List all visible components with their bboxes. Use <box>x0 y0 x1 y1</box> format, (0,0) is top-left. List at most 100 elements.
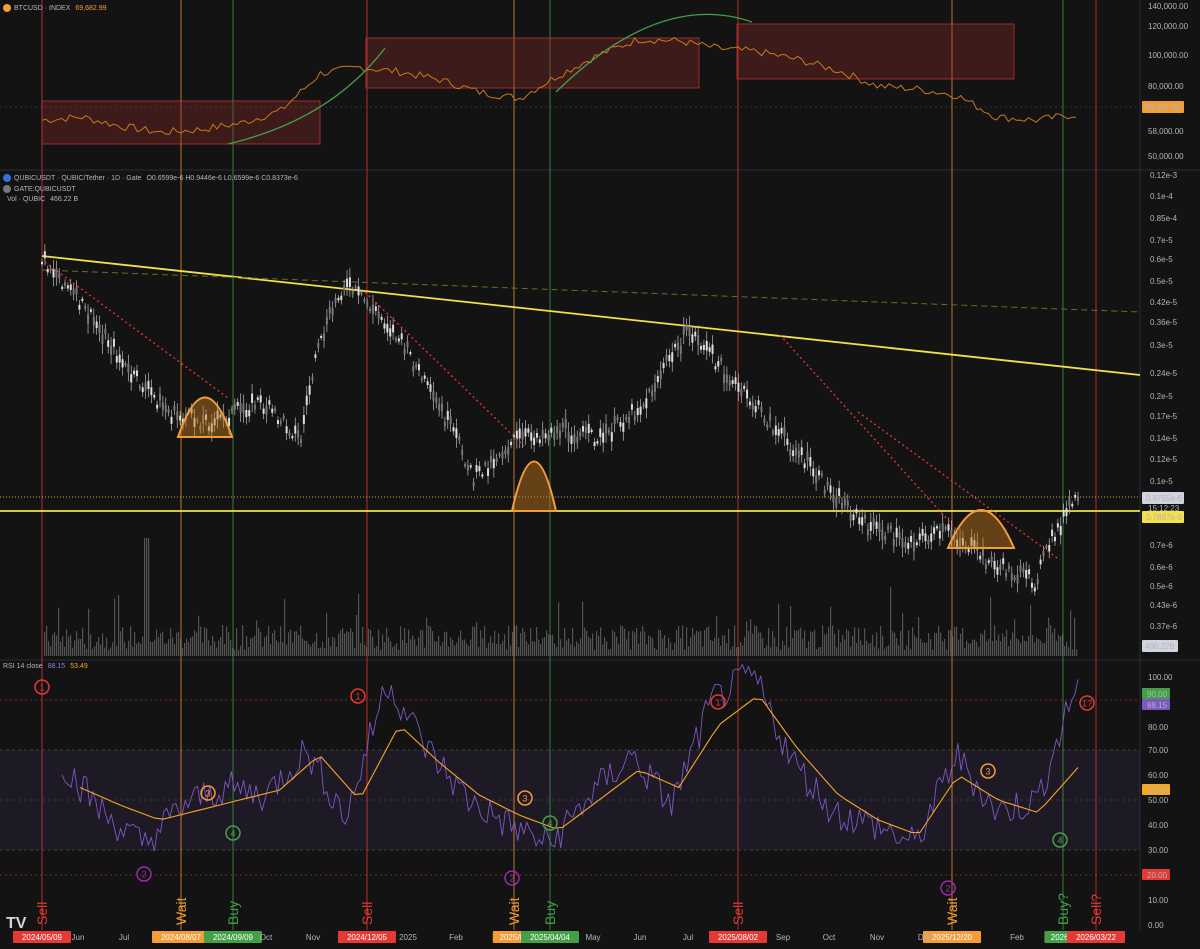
volume-bar <box>414 639 416 656</box>
price-candle-body <box>616 417 619 421</box>
price-tick-17: 0.6e-6 <box>1150 563 1173 572</box>
price-candle-body <box>676 342 679 350</box>
volume-bar <box>368 628 370 656</box>
volume-bar <box>1052 632 1054 656</box>
volume-bar <box>134 632 136 656</box>
price-candle-body <box>567 432 570 443</box>
rsi-90-tag <box>1142 688 1170 699</box>
volume-bar <box>908 630 910 656</box>
volume-bar <box>612 630 614 656</box>
volume-bar <box>854 627 856 656</box>
price-candle-body <box>432 391 435 401</box>
signal-date-2: 2024/08/07 <box>161 933 202 942</box>
compare-legend[interactable]: GATE:QUBICUSDT <box>3 185 76 193</box>
volume-bar <box>222 625 224 656</box>
price-candle-body <box>1025 569 1028 579</box>
volume-bar <box>664 635 666 656</box>
volume-bar <box>202 642 204 656</box>
price-candle-body <box>242 403 245 414</box>
volume-bar <box>374 647 376 656</box>
volume-bar <box>430 626 432 656</box>
volume-bar <box>496 643 498 656</box>
price-tick-15: 0.1e-5 <box>1150 477 1173 486</box>
price-candle-body <box>780 427 783 434</box>
price-candle-body <box>892 539 895 547</box>
volume-bar <box>892 631 894 656</box>
price-candle-body <box>771 431 774 434</box>
volume-bar <box>984 629 986 656</box>
price-candle-body <box>970 537 973 546</box>
price-candle-body <box>679 345 682 354</box>
volume-bar <box>872 634 874 656</box>
btc-tick-2: 120,000.00 <box>1148 22 1189 31</box>
volume-bar <box>350 628 352 656</box>
volume-bar <box>136 643 138 656</box>
volume-bar <box>694 634 696 656</box>
volume-bar <box>846 629 848 656</box>
price-candle-body <box>763 418 766 423</box>
price-candle-body <box>636 408 639 416</box>
price-candle-body <box>161 402 164 410</box>
volume-bar <box>366 646 368 656</box>
price-candle-body <box>323 333 326 341</box>
price-candle-body <box>651 390 654 397</box>
price-tick-13: 0.14e-5 <box>1150 434 1178 443</box>
signal-date-3: 2024/09/09 <box>213 933 254 942</box>
volume-bar <box>462 639 464 656</box>
price-candle-body <box>826 481 829 486</box>
volume-bar <box>724 635 726 656</box>
price-candle-body <box>167 409 170 413</box>
volume-bar <box>354 647 356 656</box>
volume-bar <box>428 625 430 656</box>
cycle-marker-label-8: 4 <box>547 819 552 829</box>
volume-bar <box>334 637 336 656</box>
volume-bar <box>732 646 734 656</box>
volume-bar <box>920 638 922 656</box>
volume-bar <box>650 636 652 656</box>
price-candle-body <box>938 530 941 539</box>
volume-bar <box>866 640 868 656</box>
price-candle-body <box>1033 587 1036 592</box>
volume-bar <box>198 615 200 656</box>
volume-bar <box>924 642 926 656</box>
price-candle-body <box>348 277 351 288</box>
volume-bar <box>1036 637 1038 656</box>
volume-bar <box>576 641 578 656</box>
price-candle-body <box>1074 494 1077 498</box>
price-tick-2: 0.1e-4 <box>1150 192 1173 201</box>
volume-bar <box>244 649 246 656</box>
volume-bar <box>150 641 152 656</box>
price-candle-body <box>921 528 924 536</box>
volume-bar <box>274 630 276 656</box>
price-candle-body <box>216 410 219 420</box>
volume-bar <box>770 647 772 656</box>
signal-date-7: 2025/08/02 <box>718 933 759 942</box>
volume-bar <box>888 645 890 656</box>
volume-bar <box>954 626 956 656</box>
volume-bar <box>252 637 254 656</box>
volume-bar <box>1030 604 1032 656</box>
volume-bar <box>1018 639 1020 656</box>
price-candle-body <box>84 305 87 309</box>
price-candle-body <box>584 426 587 434</box>
volume-bar <box>54 632 56 656</box>
volume-bar <box>828 626 830 656</box>
price-candle-body <box>1019 565 1022 572</box>
price-candle-body <box>895 527 898 538</box>
volume-bar <box>1024 640 1026 656</box>
rsi-tick-2: 90.00 <box>1147 690 1168 699</box>
volume-bar <box>618 643 620 656</box>
price-candle-body <box>596 441 599 444</box>
cycle-marker-12 <box>1052 832 1068 848</box>
price-candle-body <box>832 494 835 503</box>
volume-bar <box>124 642 126 656</box>
price-candle-body <box>602 432 605 443</box>
price-candle-body <box>475 465 478 472</box>
volume-bar <box>878 648 880 656</box>
price-candle-body <box>268 400 271 405</box>
volume-bar <box>550 634 552 656</box>
price-candle-body <box>1042 550 1045 557</box>
volume-bar <box>752 633 754 656</box>
volume-bar <box>460 630 462 656</box>
